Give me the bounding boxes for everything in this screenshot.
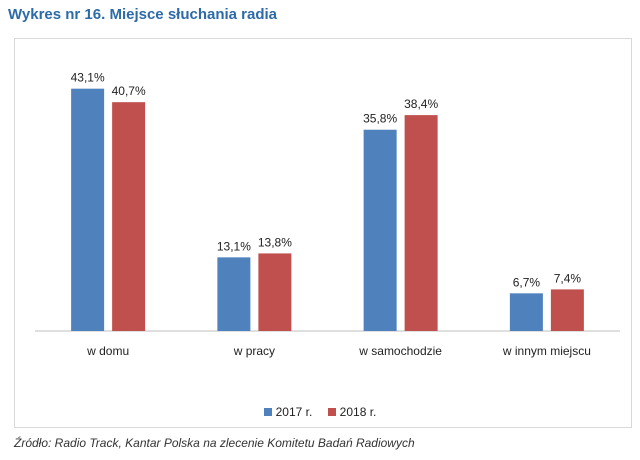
- legend-swatch-2018: [327, 408, 336, 416]
- legend-swatch-2017: [263, 408, 272, 416]
- data-label-2018-3: 38,4%: [404, 97, 438, 111]
- category-label-2: w pracy: [233, 344, 275, 358]
- legend-label-2017: 2017 r.: [275, 405, 313, 419]
- bar-2017-4: [509, 293, 543, 331]
- legend: 2017 r. 2018 r.: [0, 405, 640, 419]
- chart-frame: [14, 38, 632, 428]
- bar-2018-3: [404, 115, 438, 332]
- bar-2018-2: [258, 253, 292, 331]
- legend-label-2018: 2018 r.: [339, 405, 377, 419]
- data-label-2017-1: 43,1%: [71, 71, 105, 85]
- source-note: Źródło: Radio Track, Kantar Polska na zl…: [14, 436, 415, 450]
- data-label-2017-2: 13,1%: [217, 239, 251, 253]
- chart-title: Wykres nr 16. Miejsce słuchania radia: [8, 6, 278, 23]
- bar-2017-3: [363, 129, 397, 331]
- bar-2018-4: [550, 289, 584, 331]
- data-label-2018-2: 13,8%: [258, 235, 292, 249]
- bar-2018-1: [112, 102, 146, 331]
- bar-chart: 43,1% 40,7% w domu 13,1% 13,8% w pracy 35,8% 38…: [35, 71, 620, 358]
- category-label-4: w innym miejscu: [502, 344, 591, 358]
- bar-2017-1: [71, 88, 105, 331]
- bar-2017-2: [217, 257, 251, 331]
- category-label-1: w domu: [86, 344, 129, 358]
- data-label-2018-4: 7,4%: [554, 271, 582, 285]
- legend-item-2018: 2018 r.: [327, 405, 377, 419]
- data-label-2018-1: 40,7%: [112, 84, 146, 98]
- data-label-2017-4: 6,7%: [513, 275, 541, 289]
- category-label-3: w samochodzie: [358, 344, 442, 358]
- legend-item-2017: 2017 r.: [263, 405, 313, 419]
- data-label-2017-3: 35,8%: [363, 112, 397, 126]
